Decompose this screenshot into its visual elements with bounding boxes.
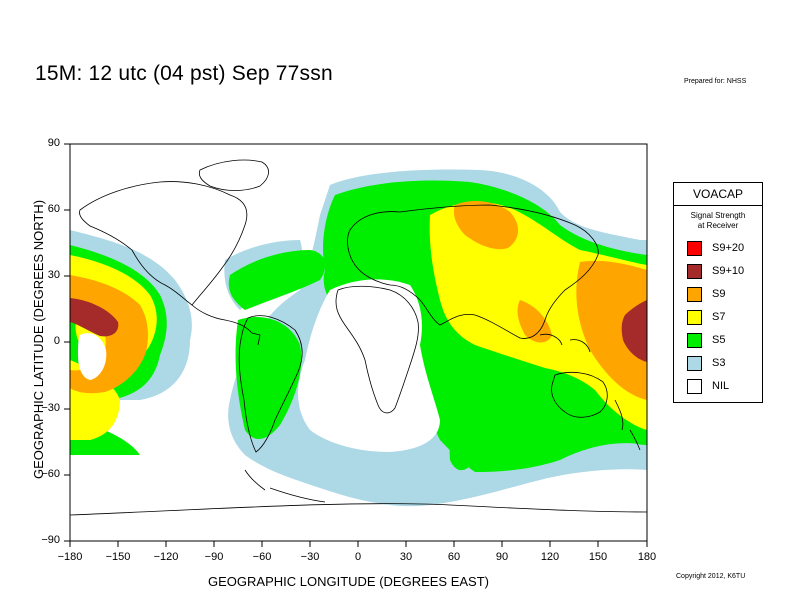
signal-legend: VOACAP Signal Strength at Receiver S9+20… xyxy=(673,182,763,403)
x-tick-label: 90 xyxy=(495,551,509,563)
legend-label: S3 xyxy=(712,357,726,369)
prepared-for-label: Prepared for: NHSS xyxy=(684,78,747,85)
axis-ticks xyxy=(64,143,648,547)
legend-label: NIL xyxy=(712,380,730,392)
legend-item-nil: NIL xyxy=(687,378,729,394)
legend-subtitle-line2: at Receiver xyxy=(697,221,739,230)
legend-label: S7 xyxy=(712,311,726,323)
coverage-s9-region xyxy=(453,200,519,250)
legend-swatch xyxy=(687,240,702,256)
map-title: 15M: 12 utc (04 pst) Sep 77ssn xyxy=(35,62,333,85)
legend-label: S5 xyxy=(712,334,726,346)
coverage-nil-region xyxy=(298,279,440,452)
y-tick-label: 60 xyxy=(47,203,60,215)
legend-swatch xyxy=(687,355,702,371)
legend-item-s3: S3 xyxy=(687,355,725,371)
x-tick-label: 60 xyxy=(447,551,461,563)
legend-item-s5: S5 xyxy=(687,332,725,348)
coverage-s9plus10-region xyxy=(70,298,119,337)
legend-swatch xyxy=(687,286,702,302)
x-tick-label: −150 xyxy=(105,551,131,563)
y-tick-label: 90 xyxy=(47,137,60,149)
y-tick-label: 0 xyxy=(53,335,60,347)
continent-outlines xyxy=(70,159,647,516)
legend-subtitle-line1: Signal Strength xyxy=(690,211,746,220)
y-tick-label: −90 xyxy=(41,534,60,546)
copyright-label: Copyright 2012, K6TU xyxy=(676,573,746,580)
y-tick-label: −30 xyxy=(41,402,60,414)
legend-item-s9: S9 xyxy=(687,286,725,302)
x-tick-label: 180 xyxy=(637,551,657,563)
legend-label: S9+20 xyxy=(712,242,745,254)
legend-item-s7: S7 xyxy=(687,309,725,325)
legend-swatch xyxy=(687,378,702,394)
x-tick-label: 120 xyxy=(540,551,560,563)
x-tick-label: 150 xyxy=(588,551,608,563)
y-tick-label: −60 xyxy=(41,468,60,480)
x-tick-label: −90 xyxy=(204,551,224,563)
legend-swatch xyxy=(687,332,702,348)
x-tick-label: 0 xyxy=(354,551,362,563)
legend-swatch xyxy=(687,263,702,279)
legend-label: S9 xyxy=(712,288,726,300)
legend-item-s9plus10: S9+10 xyxy=(687,263,744,279)
x-tick-label: −180 xyxy=(57,551,83,563)
legend-title: VOACAP xyxy=(674,183,762,206)
legend-swatch xyxy=(687,309,702,325)
x-tick-label: −30 xyxy=(300,551,320,563)
x-tick-label: −60 xyxy=(252,551,272,563)
x-tick-label: 30 xyxy=(399,551,413,563)
x-tick-label: −120 xyxy=(153,551,179,563)
legend-item-s9plus20: S9+20 xyxy=(687,240,744,256)
y-tick-label: 30 xyxy=(47,269,60,281)
x-axis-title: GEOGRAPHIC LONGITUDE (DEGREES EAST) xyxy=(208,574,489,589)
y-axis-title: GEOGRAPHIC LATITUDE (DEGREES NORTH) xyxy=(31,199,47,480)
legend-label: S9+10 xyxy=(712,265,745,277)
